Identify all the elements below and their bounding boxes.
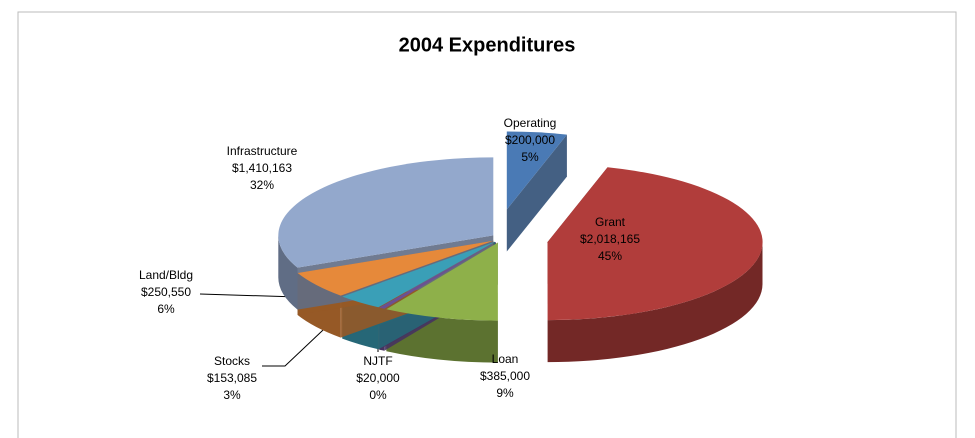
- value-label: $20,000: [356, 371, 400, 385]
- value-label: $200,000: [505, 133, 555, 147]
- percent-label: 3%: [223, 388, 241, 402]
- slice-side: [278, 235, 298, 310]
- slice-label: Infrastructure: [227, 144, 298, 158]
- slice-edge: [506, 134, 567, 252]
- slice: [386, 242, 498, 321]
- slice-label: Loan: [492, 352, 519, 366]
- slice: [506, 131, 567, 210]
- chart-title: 2004 Expenditures: [399, 34, 576, 56]
- slice-label: Stocks: [214, 354, 250, 368]
- percent-label: 5%: [521, 150, 539, 164]
- value-label: $250,550: [141, 285, 191, 299]
- slice: [278, 157, 494, 268]
- value-label: $153,085: [207, 371, 257, 385]
- slice-label: Land/Bldg: [139, 268, 193, 282]
- slice: [379, 242, 496, 309]
- value-label: $2,018,165: [580, 232, 640, 246]
- percent-label: 32%: [250, 178, 274, 192]
- slice-label: Operating: [504, 116, 557, 130]
- slice-label: Grant: [595, 215, 626, 229]
- percent-label: 9%: [496, 386, 514, 400]
- value-label: $385,000: [480, 369, 530, 383]
- percent-label: 45%: [598, 249, 622, 263]
- slice: [297, 240, 494, 296]
- slice-side: [547, 242, 763, 363]
- leader-line: [262, 313, 341, 367]
- percent-label: 0%: [369, 388, 387, 402]
- slice: [342, 241, 495, 308]
- percent-label: 6%: [157, 302, 175, 316]
- slice-label: NJTF: [363, 354, 392, 368]
- slice: [547, 167, 763, 321]
- value-label: $1,410,163: [232, 161, 292, 175]
